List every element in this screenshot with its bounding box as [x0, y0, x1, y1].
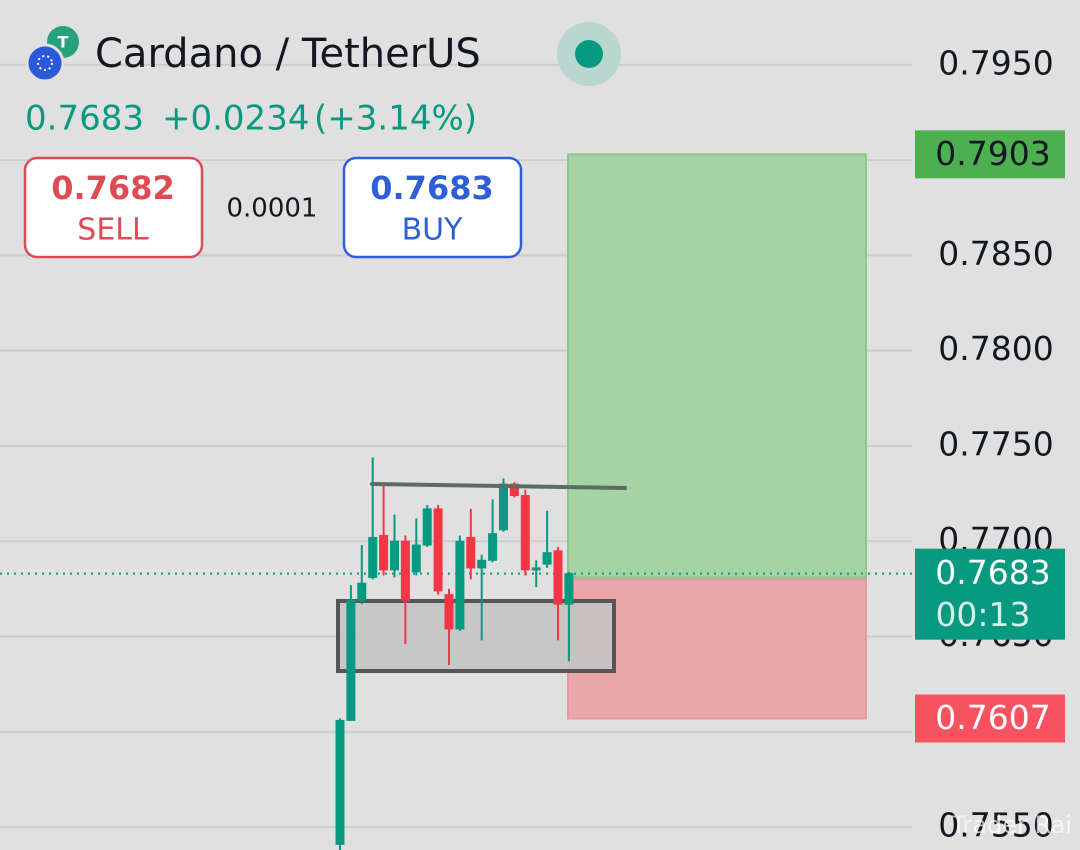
candle-body [379, 535, 389, 571]
candle-body [542, 552, 552, 565]
bar-countdown: 00:13 [935, 595, 1030, 634]
cardano-dots [37, 55, 53, 71]
range-box [336, 599, 616, 673]
y-tick-label: 0.7950 [938, 43, 1053, 82]
candle-body [488, 533, 498, 561]
candle-body [368, 536, 378, 578]
buy-label: BUY [402, 213, 464, 248]
y-tick-label: 0.7550 [938, 806, 1053, 845]
candle-body [455, 540, 465, 630]
profit-zone [567, 153, 867, 579]
price-badge [915, 694, 1065, 743]
buy-price: 0.7683 [370, 169, 493, 207]
sell-label: SELL [77, 213, 149, 248]
candle-body [422, 508, 432, 546]
candle-body [466, 536, 476, 569]
candle-body [564, 573, 574, 605]
candle-body [411, 544, 421, 573]
loss-zone [567, 578, 867, 720]
candle-body [509, 483, 519, 497]
watermark: Trader Rai [950, 811, 1072, 839]
price-badge [915, 130, 1065, 179]
spread: 0.0001 [227, 194, 318, 224]
sell-button[interactable] [23, 156, 204, 259]
symbol-title: Cardano / TetherUS [95, 31, 481, 77]
candle-body [477, 559, 487, 569]
price-badge-label: 0.7607 [935, 698, 1050, 737]
y-tick-label: 0.7800 [938, 329, 1053, 368]
candle-body [357, 582, 367, 601]
last-price-badge [915, 548, 1065, 640]
y-tick-label: 0.7750 [938, 424, 1053, 463]
candle-body [531, 567, 541, 571]
candle-body [400, 540, 410, 601]
last-price: 0.7683 [25, 99, 144, 139]
sell-price: 0.7682 [51, 169, 174, 207]
candle-body [433, 508, 443, 592]
last-price-badge-label: 0.7683 [935, 553, 1050, 592]
candle-body [390, 540, 399, 571]
candle-body [335, 719, 345, 845]
candles [335, 457, 574, 850]
position-zones [0, 153, 912, 720]
tether-symbol: T [58, 33, 69, 52]
y-tick-label: 0.7850 [938, 234, 1053, 273]
candle-body [444, 594, 454, 630]
cardano-icon [25, 43, 65, 83]
market-status-dot [575, 40, 603, 68]
price-change: +0.0234 [162, 99, 309, 139]
buy-button[interactable] [342, 156, 523, 259]
candle-body [520, 495, 530, 571]
trend-line [370, 482, 627, 490]
candle-body [553, 550, 563, 605]
candle-body [346, 599, 356, 721]
candle-body [499, 483, 508, 531]
price-change-percent: (+3.14%) [314, 99, 477, 139]
price-badge-label: 0.7903 [935, 134, 1050, 173]
